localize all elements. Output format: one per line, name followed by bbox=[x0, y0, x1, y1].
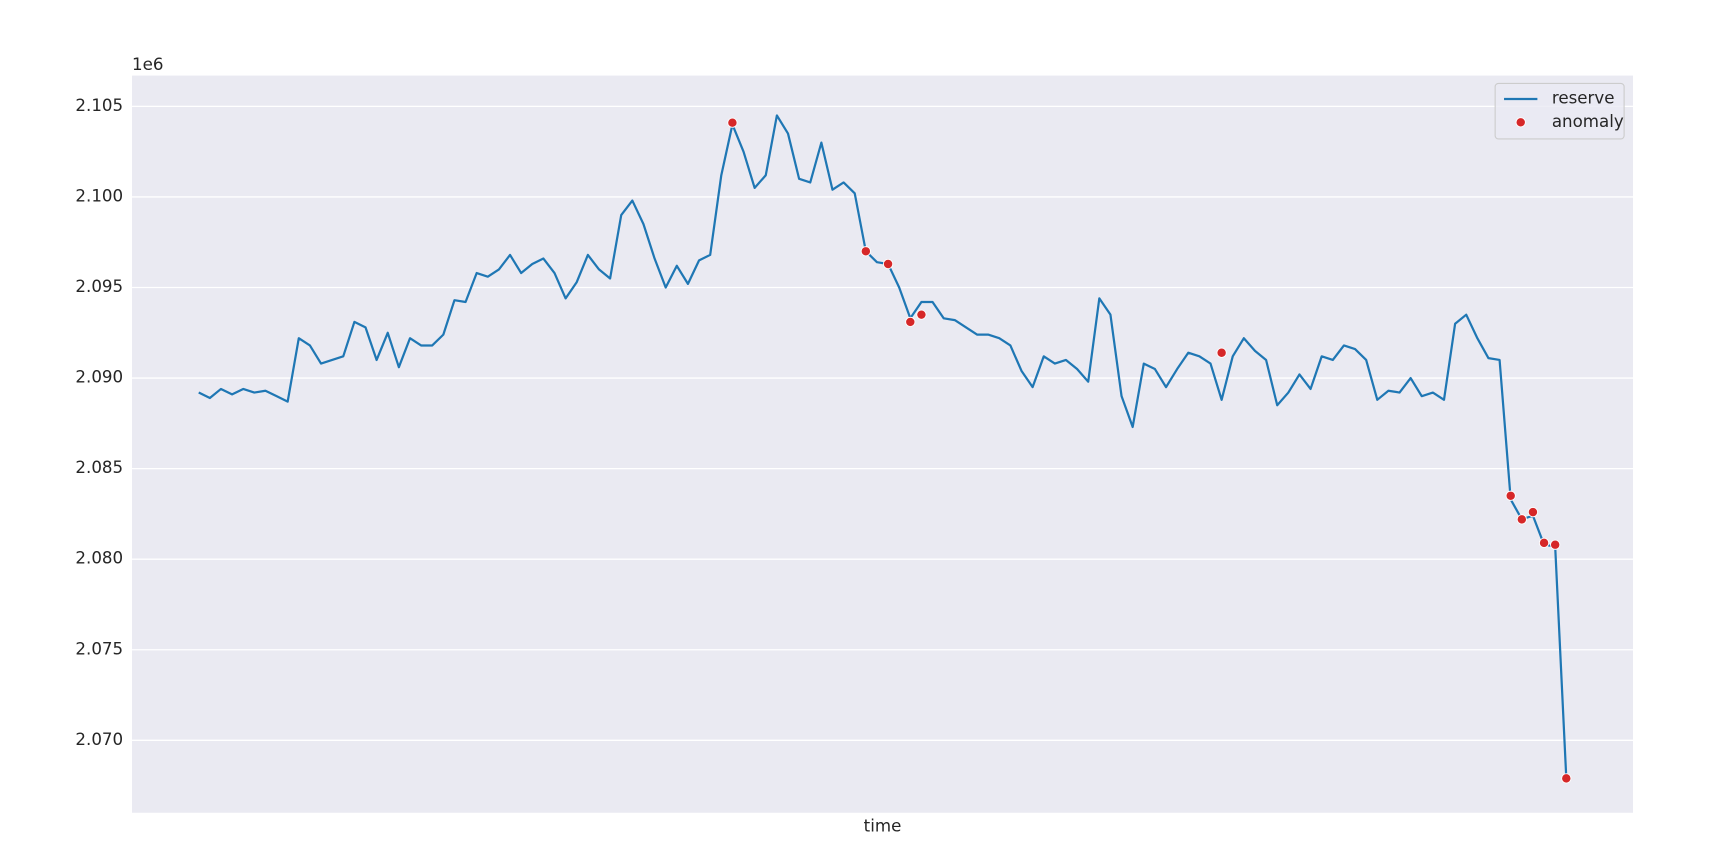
anomaly-point bbox=[860, 246, 871, 257]
marks bbox=[198, 114, 1572, 784]
anomaly-point bbox=[1216, 347, 1227, 358]
legend: reserve anomaly bbox=[1494, 82, 1625, 140]
anomaly-point bbox=[727, 117, 738, 128]
anomaly-point bbox=[882, 258, 894, 270]
y-tick-label: 2.080 bbox=[75, 549, 123, 568]
anomaly-point bbox=[905, 316, 916, 328]
anomaly-point bbox=[1505, 490, 1516, 501]
plot-area bbox=[132, 75, 1634, 813]
y-tick-label: 2.100 bbox=[75, 186, 123, 205]
anomaly-point bbox=[1516, 514, 1527, 525]
grid bbox=[132, 105, 1634, 741]
y-tick-label: 2.070 bbox=[75, 730, 123, 749]
y-tick-label: 2.085 bbox=[75, 458, 123, 477]
y-tick-label: 2.090 bbox=[75, 368, 123, 387]
line-series bbox=[198, 114, 1568, 779]
anomaly-point bbox=[1550, 539, 1561, 550]
y-offset-label: 1e6 bbox=[132, 55, 163, 74]
legend-label: anomaly bbox=[1552, 112, 1624, 131]
x-axis-label: time bbox=[864, 817, 902, 836]
y-tick-label: 2.075 bbox=[75, 639, 123, 658]
anomaly-point bbox=[1561, 773, 1572, 784]
legend-label: reserve bbox=[1552, 88, 1615, 107]
anomaly-point bbox=[1527, 506, 1539, 518]
legend-box bbox=[1494, 82, 1625, 140]
y-tick-label: 2.095 bbox=[75, 277, 123, 296]
anomaly-point bbox=[916, 309, 927, 320]
anomaly-point bbox=[1538, 537, 1550, 549]
legend-marker bbox=[1515, 117, 1526, 128]
y-tick-label: 2.105 bbox=[75, 96, 123, 115]
